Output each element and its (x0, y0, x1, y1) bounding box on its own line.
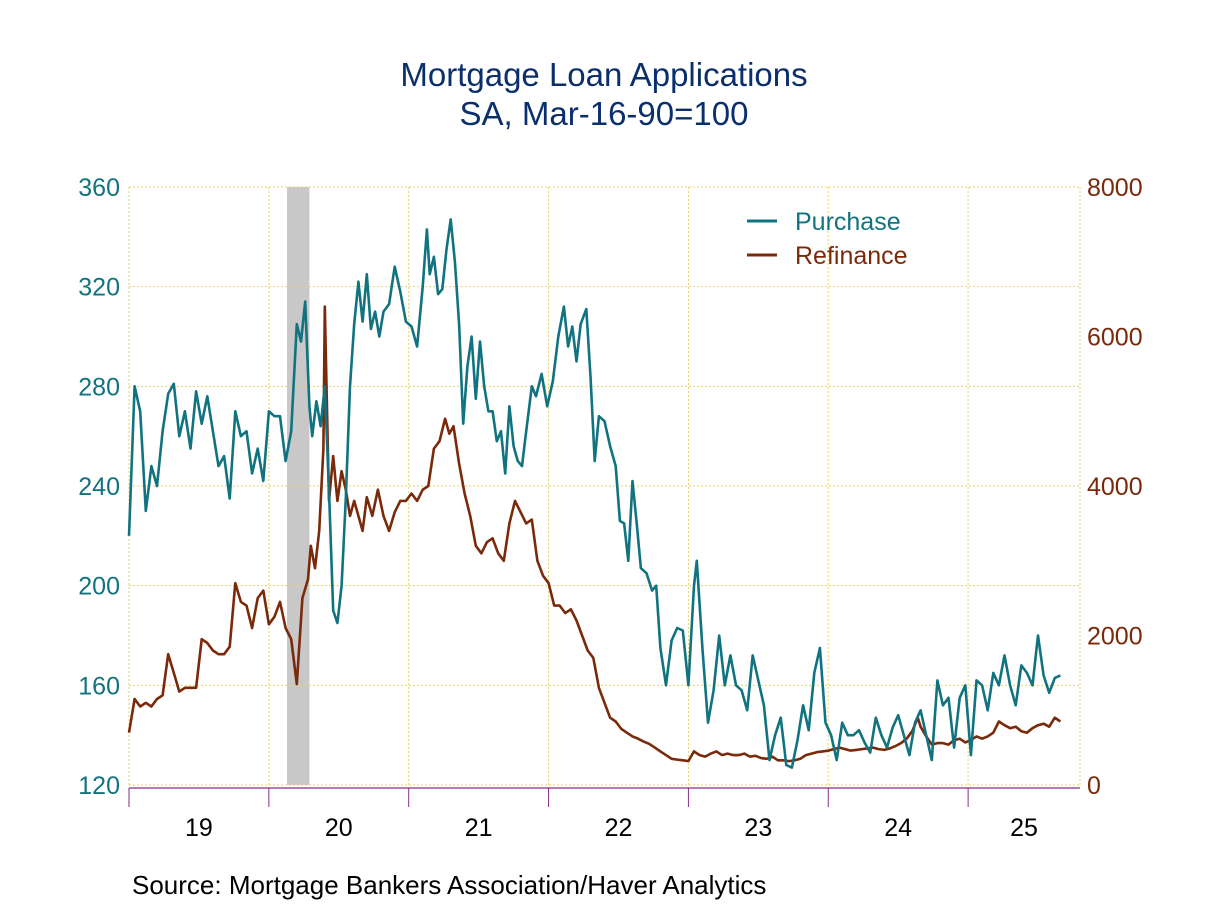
chart-title: Mortgage Loan Applications (400, 56, 808, 93)
y-right-tick-label: 6000 (1087, 324, 1143, 352)
legend-label-refinance: Refinance (795, 242, 908, 270)
y-right-tick-label: 8000 (1087, 174, 1143, 202)
x-tick-label: 24 (884, 814, 912, 842)
y-right-tick-label: 0 (1087, 772, 1101, 800)
y-left-tick-label: 280 (78, 373, 120, 401)
legend-label-purchase: Purchase (795, 208, 901, 236)
y-left-tick-label: 240 (78, 473, 120, 501)
y-left-tick-label: 200 (78, 573, 120, 601)
x-tick-label: 25 (1010, 814, 1038, 842)
y-left-tick-label: 120 (78, 772, 120, 800)
x-tick-label: 22 (605, 814, 633, 842)
y-left-tick-label: 160 (78, 672, 120, 700)
chart-subtitle: SA, Mar-16-90=100 (459, 95, 749, 132)
x-tick-label: 23 (744, 814, 772, 842)
y-left-tick-label: 360 (78, 174, 120, 202)
y-left-tick-label: 320 (78, 274, 120, 302)
series-line-purchase (127, 218, 1061, 769)
x-tick-label: 20 (325, 814, 353, 842)
x-tick-label: 21 (465, 814, 493, 842)
x-tick-label: 19 (185, 814, 213, 842)
y-right-tick-label: 4000 (1087, 473, 1143, 501)
series-line-refinance (127, 305, 1062, 763)
y-right-tick-label: 2000 (1087, 623, 1143, 651)
source-note: Source: Mortgage Bankers Association/Hav… (132, 870, 767, 900)
